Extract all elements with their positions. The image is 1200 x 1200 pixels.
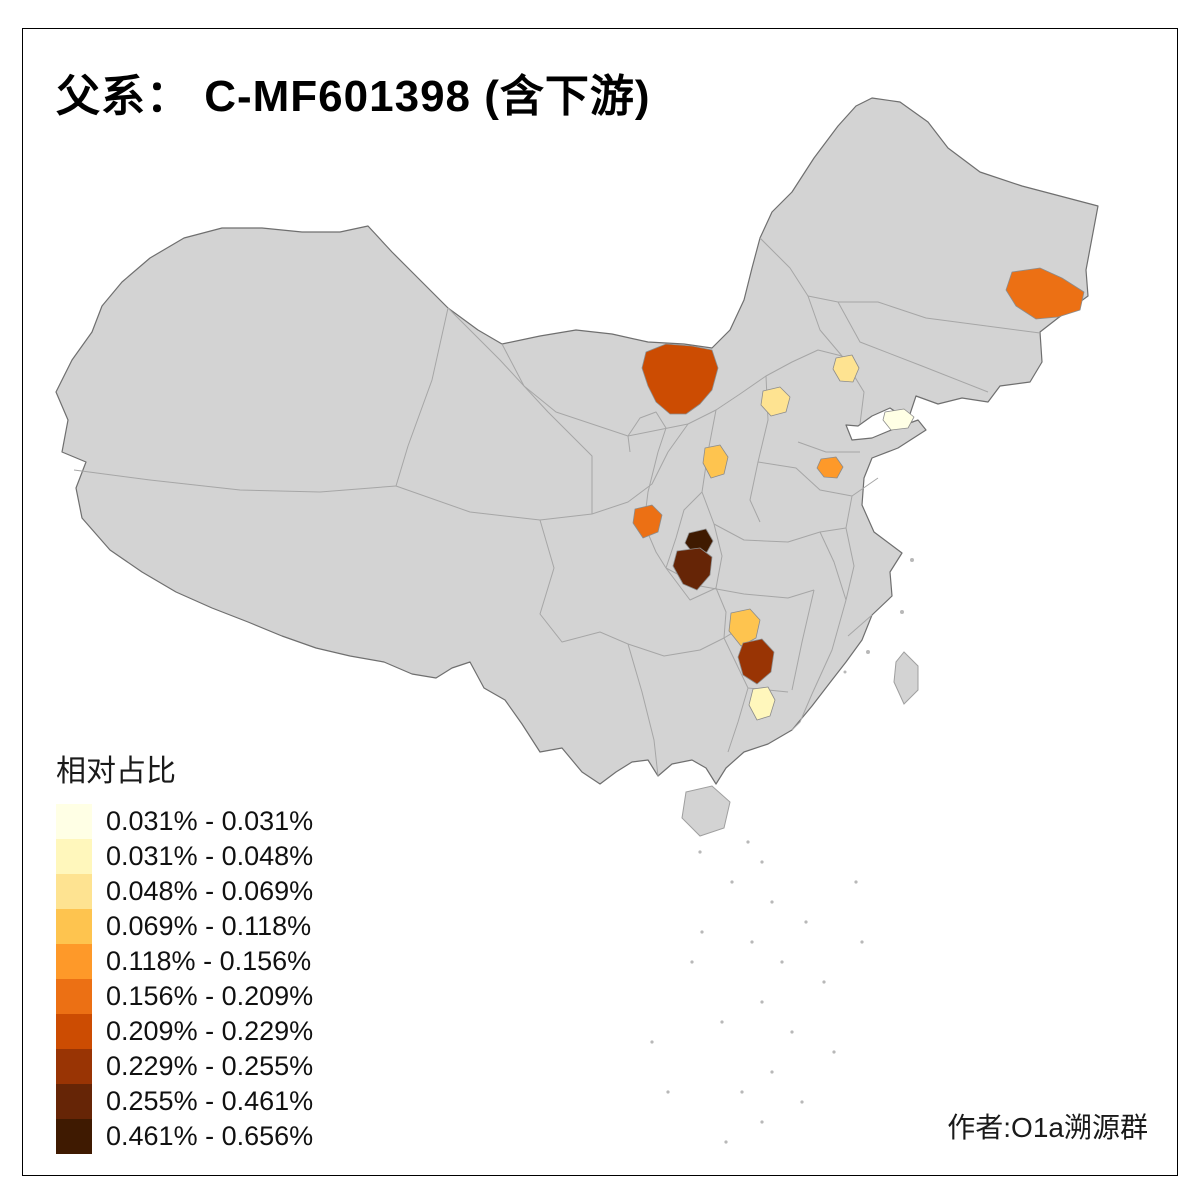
legend-swatch xyxy=(56,1119,92,1154)
legend-label: 0.209% - 0.229% xyxy=(106,1016,314,1046)
choropleth-region xyxy=(816,456,844,479)
legend-item: 0.069% - 0.118% xyxy=(56,909,313,944)
legend-label: 0.255% - 0.461% xyxy=(106,1086,314,1116)
legend-label: 0.048% - 0.069% xyxy=(106,876,314,906)
legend-item: 0.255% - 0.461% xyxy=(56,1084,313,1119)
legend-swatch xyxy=(56,909,92,944)
choropleth-region xyxy=(737,638,775,685)
choropleth-region xyxy=(832,354,860,383)
figure-title: 父系： C-MF601398 (含下游) xyxy=(56,72,651,121)
legend-label: 0.229% - 0.255% xyxy=(106,1051,314,1081)
legend-label: 0.461% - 0.656% xyxy=(106,1121,314,1151)
legend: 相对占比 0.031% - 0.031% 0.031% - 0.048% 0.0… xyxy=(56,746,313,1154)
legend-label: 0.069% - 0.118% xyxy=(106,911,312,941)
legend-item: 0.031% - 0.031% xyxy=(56,804,313,839)
author-credit: 作者:O1a溯源群 xyxy=(947,1112,1148,1143)
choropleth-region xyxy=(728,608,761,647)
choropleth-region xyxy=(641,343,719,415)
choropleth-regions xyxy=(632,267,1085,721)
choropleth-region xyxy=(1005,267,1085,320)
legend-swatch xyxy=(56,874,92,909)
hainan-island xyxy=(681,785,731,837)
legend-label: 0.156% - 0.209% xyxy=(106,981,314,1011)
legend-swatch xyxy=(56,1084,92,1119)
legend-item: 0.461% - 0.656% xyxy=(56,1119,313,1154)
taiwan-island xyxy=(893,651,919,705)
choropleth-region xyxy=(760,386,791,417)
legend-item: 0.209% - 0.229% xyxy=(56,1014,313,1049)
choropleth-region xyxy=(632,504,663,539)
choropleth-region xyxy=(882,408,915,431)
choropleth-region xyxy=(684,528,714,554)
legend-item: 0.031% - 0.048% xyxy=(56,839,313,874)
choropleth-region xyxy=(748,686,776,721)
legend-item: 0.048% - 0.069% xyxy=(56,874,313,909)
legend-swatch xyxy=(56,944,92,979)
south-china-sea-islands xyxy=(650,558,914,1144)
legend-swatch xyxy=(56,979,92,1014)
legend-title: 相对占比 xyxy=(56,755,176,788)
legend-label: 0.031% - 0.048% xyxy=(106,841,314,871)
legend-item: 0.118% - 0.156% xyxy=(56,944,313,979)
legend-item: 0.156% - 0.209% xyxy=(56,979,313,1014)
choropleth-region xyxy=(702,444,729,479)
legend-swatch xyxy=(56,1049,92,1084)
legend-label: 0.118% - 0.156% xyxy=(106,946,312,976)
legend-swatch xyxy=(56,839,92,874)
legend-item: 0.229% - 0.255% xyxy=(56,1049,313,1084)
choropleth-region xyxy=(672,547,713,591)
legend-label: 0.031% - 0.031% xyxy=(106,806,314,836)
legend-swatch xyxy=(56,804,92,839)
legend-swatch xyxy=(56,1014,92,1049)
